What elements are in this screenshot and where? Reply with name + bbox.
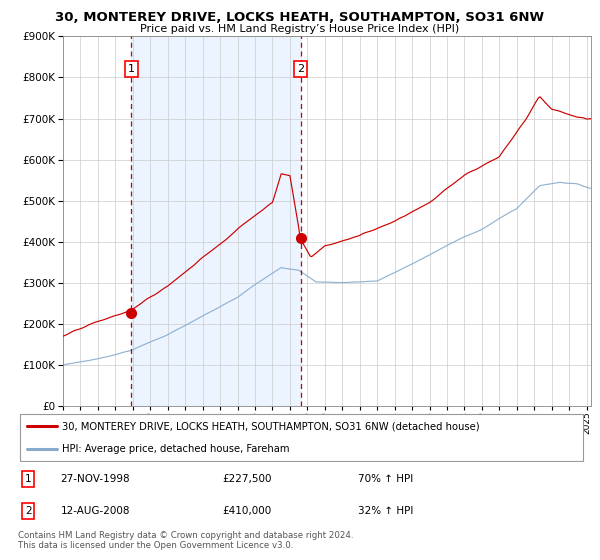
Text: £410,000: £410,000 [222,506,271,516]
Text: Contains HM Land Registry data © Crown copyright and database right 2024.
This d: Contains HM Land Registry data © Crown c… [18,531,353,550]
Text: 12-AUG-2008: 12-AUG-2008 [61,506,130,516]
Text: 1: 1 [128,64,135,74]
Text: 30, MONTEREY DRIVE, LOCKS HEATH, SOUTHAMPTON, SO31 6NW (detached house): 30, MONTEREY DRIVE, LOCKS HEATH, SOUTHAM… [62,421,480,431]
Text: 27-NOV-1998: 27-NOV-1998 [61,474,130,484]
Text: 70% ↑ HPI: 70% ↑ HPI [358,474,413,484]
Text: 1: 1 [25,474,32,484]
FancyBboxPatch shape [20,414,583,460]
Bar [131,36,301,406]
Text: 2: 2 [297,64,304,74]
Text: £227,500: £227,500 [222,474,272,484]
Text: 30, MONTEREY DRIVE, LOCKS HEATH, SOUTHAMPTON, SO31 6NW: 30, MONTEREY DRIVE, LOCKS HEATH, SOUTHAM… [55,11,545,24]
Text: HPI: Average price, detached house, Fareham: HPI: Average price, detached house, Fare… [62,444,290,454]
Text: 32% ↑ HPI: 32% ↑ HPI [358,506,413,516]
Text: Price paid vs. HM Land Registry’s House Price Index (HPI): Price paid vs. HM Land Registry’s House … [140,24,460,34]
Text: 2: 2 [25,506,32,516]
